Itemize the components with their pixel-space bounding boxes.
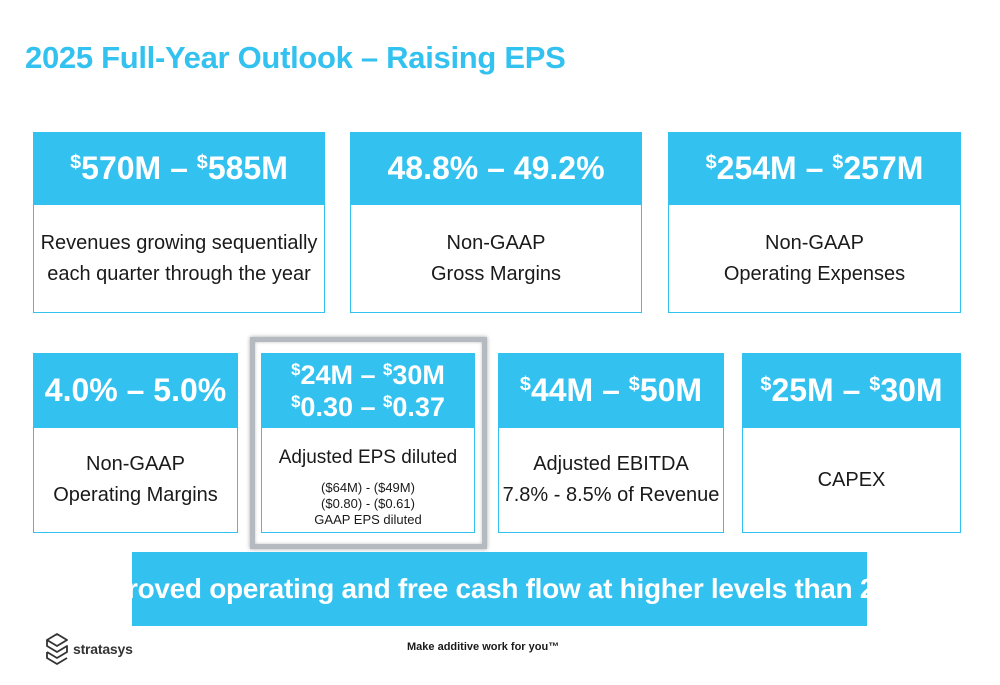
eps-card: $24M – $30M $0.30 – $0.37 Adjusted EPS d…: [261, 353, 475, 533]
opex-line-1: Non-GAAP: [765, 231, 864, 254]
opex-line-2: Operating Expenses: [723, 262, 906, 285]
currency-symbol: $: [519, 373, 531, 396]
currency-symbol: $: [832, 151, 844, 174]
opex-description: Non-GAAP Operating Expenses: [669, 205, 960, 312]
ebitda-description: Adjusted EBITDA 7.8% - 8.5% of Revenue: [499, 428, 723, 532]
gross-margin-description: Non-GAAP Gross Margins: [351, 205, 641, 312]
gaap-eps-label: GAAP EPS diluted: [314, 512, 422, 527]
opex-low: 254M –: [716, 150, 833, 186]
revenue-description: Revenues growing sequentially each quart…: [34, 205, 324, 312]
opex-card: $254M – $257M Non-GAAP Operating Expense…: [668, 132, 961, 313]
currency-symbol: $: [196, 151, 208, 174]
capex-high: 30M: [880, 372, 943, 408]
operating-margin-range: 4.0% – 5.0%: [44, 372, 227, 408]
currency-symbol: $: [705, 151, 717, 174]
operating-margin-line-2: Operating Margins: [53, 484, 218, 506]
gross-margin-value: 48.8% – 49.2%: [350, 132, 642, 205]
revenue-high: 585M: [207, 150, 288, 186]
eps-low: 0.30 –: [300, 391, 383, 422]
operating-margin-value: 4.0% – 5.0%: [33, 353, 238, 428]
page-title: 2025 Full-Year Outlook – Raising EPS: [25, 40, 566, 75]
currency-symbol: $: [70, 151, 82, 174]
stratasys-logo: stratasys: [45, 632, 133, 666]
eps-value: $24M – $30M $0.30 – $0.37: [261, 353, 475, 428]
net-income-high: 30M: [392, 359, 445, 390]
revenue-card: $570M – $585M Revenues growing sequentia…: [33, 132, 325, 313]
currency-symbol: $: [291, 391, 301, 411]
adjusted-net-income-range: $24M – $30M: [291, 359, 445, 391]
currency-symbol: $: [869, 373, 881, 396]
ebitda-card: $44M – $50M Adjusted EBITDA 7.8% - 8.5% …: [498, 353, 724, 533]
revenue-line-1: Revenues growing sequentially: [40, 231, 318, 254]
opex-high: 257M: [843, 150, 924, 186]
cash-flow-banner: Improved operating and free cash flow at…: [78, 552, 921, 626]
ebitda-high: 50M: [639, 372, 703, 408]
ebitda-line-2: 7.8% - 8.5% of Revenue: [502, 484, 720, 506]
gross-margin-line-2: Gross Margins: [430, 262, 562, 285]
stratasys-wordmark: stratasys: [73, 641, 133, 657]
currency-symbol: $: [383, 359, 393, 379]
currency-symbol: $: [760, 373, 772, 396]
capex-description: CAPEX: [743, 428, 960, 532]
revenue-value: $570M – $585M: [33, 132, 325, 205]
capex-value: $25M – $30M: [742, 353, 961, 428]
currency-symbol: $: [628, 373, 640, 396]
capex-low: 25M –: [771, 372, 870, 408]
gaap-eps-range: ($0.80) - ($0.61): [321, 496, 415, 511]
capex-line-1: CAPEX: [817, 468, 886, 491]
stratasys-logo-icon: [46, 633, 68, 665]
ebitda-line-1: Adjusted EBITDA: [533, 453, 689, 475]
adjusted-eps-label: Adjusted EPS diluted: [278, 447, 458, 468]
eps-high: 0.37: [392, 391, 445, 422]
net-income-low: 24M –: [300, 359, 383, 390]
operating-margin-card: 4.0% – 5.0% Non-GAAP Operating Margins: [33, 353, 238, 533]
revenue-low: 570M –: [81, 150, 197, 186]
opex-value: $254M – $257M: [668, 132, 961, 205]
ebitda-low: 44M –: [530, 372, 629, 408]
currency-symbol: $: [291, 359, 301, 379]
operating-margin-description: Non-GAAP Operating Margins: [34, 428, 237, 532]
eps-description: Adjusted EPS diluted ($64M) - ($49M) ($0…: [262, 428, 474, 532]
capex-card: $25M – $30M CAPEX: [742, 353, 961, 533]
tagline: Make additive work for you™: [407, 641, 560, 653]
operating-margin-line-1: Non-GAAP: [86, 453, 185, 475]
gross-margin-line-1: Non-GAAP: [446, 231, 546, 254]
gaap-net-loss-range: ($64M) - ($49M): [321, 480, 415, 495]
adjusted-eps-range: $0.30 – $0.37: [291, 391, 445, 423]
ebitda-value: $44M – $50M: [498, 353, 724, 428]
currency-symbol: $: [383, 391, 393, 411]
gross-margin-range: 48.8% – 49.2%: [387, 150, 605, 186]
gross-margin-card: 48.8% – 49.2% Non-GAAP Gross Margins: [350, 132, 642, 313]
revenue-line-2: each quarter through the year: [47, 262, 311, 285]
